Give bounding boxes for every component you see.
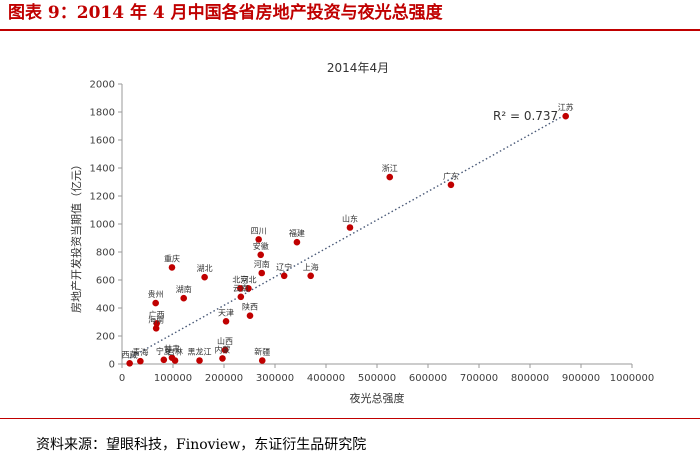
point-label: 江苏 (558, 102, 574, 112)
data-point (258, 269, 266, 277)
point-label: 广西 (149, 309, 165, 319)
point-label: 天津 (218, 307, 234, 317)
point-label: 山西 (217, 336, 233, 346)
y-tick-label: 1600 (90, 136, 115, 147)
data-points (126, 112, 569, 367)
data-point (562, 112, 569, 120)
y-tick-label: 0 (109, 360, 115, 371)
data-point (153, 320, 160, 327)
r2-label: R² = 0.737 (493, 109, 558, 123)
data-point (237, 285, 244, 292)
data-point (280, 272, 288, 280)
x-tick-label: 500000 (358, 373, 396, 384)
figure-title: 图表 9：2014 年 4 月中国各省房地产投资与夜光总强度 (8, 3, 443, 23)
data-point (152, 299, 159, 307)
data-point (246, 312, 254, 320)
data-point (221, 346, 229, 354)
y-tick-label: 400 (96, 304, 115, 315)
data-point (386, 173, 394, 181)
data-point (180, 294, 188, 302)
x-tick-label: 0 (119, 373, 125, 384)
x-tick-labels: 0 100000 200000 300000 400000 500000 600000 700… (119, 364, 654, 384)
data-point (237, 293, 245, 301)
point-label: 四川 (251, 226, 267, 235)
source-rule (0, 418, 700, 419)
data-point (152, 325, 160, 332)
x-tick-label: 200000 (205, 373, 243, 384)
point-label: 湖北 (197, 264, 213, 273)
data-point (257, 251, 265, 259)
point-label: 河南 (254, 259, 270, 269)
data-point (346, 224, 354, 231)
data-point (222, 318, 230, 325)
y-tick-label: 1400 (90, 164, 115, 175)
point-label: 青海 (132, 347, 148, 357)
point-label: 重庆 (164, 253, 180, 263)
point-label: 安徽 (253, 241, 269, 251)
data-point (307, 272, 315, 280)
data-point (293, 238, 301, 246)
data-point (168, 264, 176, 271)
point-label: 陕西 (242, 302, 258, 312)
point-label: 内蒙 (214, 344, 230, 354)
point-label: 贵州 (148, 289, 164, 299)
point-label: 云南 (233, 283, 249, 293)
y-tick-label: 1000 (90, 220, 115, 231)
x-axis-title: 夜光总强度 (350, 391, 405, 405)
point-label: 甘肃 (164, 344, 180, 354)
x-tick-label: 800000 (511, 373, 549, 384)
data-point (160, 356, 168, 364)
y-tick-labels: 0 200 400 600 800 1000 1200 1400 1600 1800 2000 (90, 80, 122, 371)
data-point (255, 236, 262, 243)
x-tick-label: 600000 (409, 373, 447, 384)
point-label: 浙江 (382, 163, 398, 173)
point-label: 海南 (148, 314, 164, 324)
title-rule (0, 29, 700, 31)
point-label: 西藏 (122, 349, 138, 359)
data-point (126, 360, 133, 367)
data-point (201, 273, 208, 281)
y-tick-label: 600 (96, 276, 115, 287)
data-point (258, 357, 266, 364)
point-label: 黑龙江 (188, 347, 212, 357)
data-point (245, 285, 252, 292)
point-label: 吉林 (167, 347, 183, 357)
point-label: 辽宁 (276, 262, 292, 272)
data-point (171, 357, 179, 364)
point-label: 河北 (240, 274, 256, 284)
point-label: 福建 (289, 228, 305, 238)
x-tick-label: 400000 (307, 373, 345, 384)
x-tick-label: 1000000 (610, 373, 655, 384)
y-tick-label: 2000 (90, 80, 115, 91)
data-point (137, 357, 144, 365)
point-label: 山东 (342, 214, 358, 224)
y-tick-label: 1800 (90, 108, 115, 119)
y-tick-label: 200 (96, 332, 115, 343)
y-tick-label: 800 (96, 248, 115, 259)
y-tick-label: 1200 (90, 192, 115, 203)
x-tick-label: 700000 (460, 373, 498, 384)
x-tick-label: 100000 (154, 373, 192, 384)
point-label: 上海 (303, 262, 319, 272)
data-point (219, 355, 226, 362)
data-point (196, 357, 203, 364)
point-label: 湖南 (176, 284, 192, 294)
x-tick-label: 300000 (256, 373, 294, 384)
trendline (129, 113, 567, 359)
x-tick-label: 900000 (562, 373, 600, 384)
point-label: 宁夏 (156, 346, 172, 356)
source-note: 资料来源：望眼科技，Finoview，东证衍生品研究院 (36, 437, 367, 453)
data-point (447, 181, 455, 189)
point-label: 北京 (232, 274, 248, 284)
y-axis-title: 房地产开发投资当期值（亿元） (69, 159, 83, 313)
point-label: 广东 (443, 171, 459, 181)
point-label: 新疆 (254, 347, 270, 357)
chart-title: 2014年4月 (327, 61, 389, 75)
